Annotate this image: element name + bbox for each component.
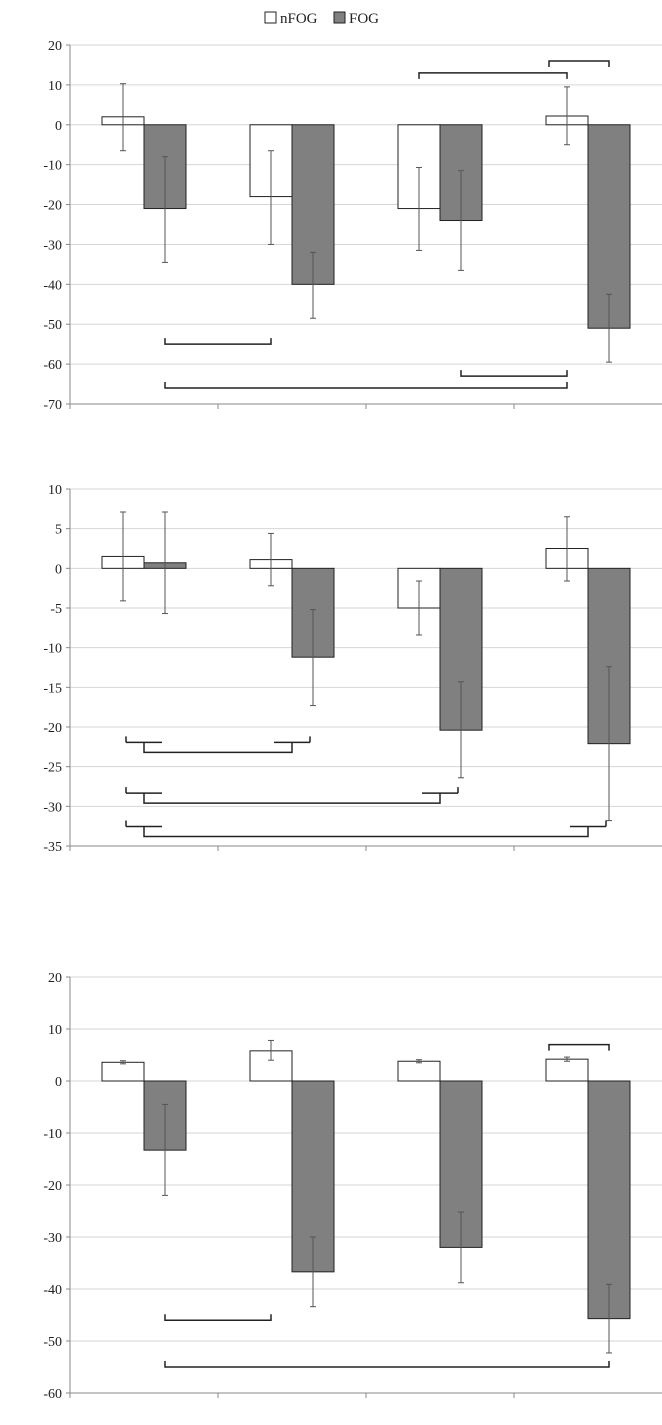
bracket-line	[164, 1361, 610, 1368]
bracket-line	[126, 741, 310, 754]
legend-label-nfog: nFOG	[280, 11, 318, 27]
y-tick-label: -25	[43, 761, 62, 776]
y-tick-label: -35	[43, 840, 62, 855]
significance-bracket	[125, 820, 607, 838]
bracket-line	[164, 338, 272, 345]
error-bar	[310, 1236, 316, 1308]
error-bar	[458, 1211, 464, 1284]
error-bar	[268, 1039, 274, 1061]
y-tick-label: -30	[43, 238, 62, 253]
y-tick-label: -15	[43, 681, 62, 696]
significance-bracket	[125, 736, 311, 754]
error-bar	[268, 532, 274, 587]
y-tick-label: 10	[48, 79, 62, 94]
error-bar	[564, 86, 570, 146]
significance-bracket	[164, 338, 272, 345]
error-bar	[310, 609, 316, 707]
error-bar	[606, 666, 612, 822]
y-tick-label: 0	[55, 1075, 62, 1090]
error-bar	[120, 83, 126, 152]
legend-swatch-fog	[333, 11, 346, 24]
error-bar	[120, 1060, 126, 1065]
y-tick-label: -10	[43, 1127, 62, 1142]
error-bar	[564, 1056, 570, 1062]
chart-panel-b: 10 5 0 -5 -10 -15 -20 -25 -30 -35	[43, 483, 662, 855]
y-tick-label: -20	[43, 1179, 62, 1194]
y-tick-label: -50	[43, 318, 62, 333]
y-tick-label: -40	[43, 1283, 62, 1298]
error-bar	[416, 166, 422, 251]
y-tick-label: -20	[43, 199, 62, 214]
bar-fog	[439, 1080, 483, 1248]
y-tick-label: 20	[48, 971, 62, 986]
bracket-line	[460, 370, 568, 377]
y-tick-label: -10	[43, 159, 62, 174]
y-tick-label: 10	[48, 483, 62, 498]
y-tick-label: 5	[55, 523, 62, 538]
error-bar	[606, 1283, 612, 1354]
y-tick-label: -50	[43, 1335, 62, 1350]
bracket-line	[418, 72, 568, 79]
error-bar	[564, 516, 570, 582]
y-tick-label: -30	[43, 1231, 62, 1246]
significance-bracket	[164, 1361, 610, 1368]
error-bar	[120, 511, 126, 602]
significance-bracket	[460, 370, 568, 377]
bracket-end	[125, 787, 459, 794]
error-bar	[606, 293, 612, 363]
significance-bracket	[164, 1314, 272, 1321]
error-bar	[458, 170, 464, 271]
error-bar	[162, 156, 168, 263]
error-bar	[268, 150, 274, 245]
bracket-end	[125, 736, 311, 743]
significance-bracket	[125, 787, 459, 804]
bracket-line	[548, 1043, 610, 1051]
bracket-end	[125, 820, 607, 827]
y-tick-label: 0	[55, 119, 62, 134]
legend-label-fog: FOG	[349, 11, 379, 27]
bar-nfog	[249, 1050, 293, 1082]
bracket-line	[164, 382, 568, 389]
y-tick-label: -30	[43, 800, 62, 815]
y-tick-label: -60	[43, 1387, 62, 1402]
error-bar	[162, 511, 168, 615]
bar-nfog	[101, 1061, 145, 1082]
y-tick-label: -5	[50, 602, 62, 617]
significance-bracket	[548, 1043, 610, 1051]
bracket-line	[126, 825, 606, 838]
bracket-line	[126, 792, 458, 804]
y-tick-label: -60	[43, 358, 62, 373]
y-tick-label: -40	[43, 278, 62, 293]
legend-swatch-nfog	[264, 11, 277, 24]
significance-bracket	[164, 382, 568, 389]
legend: nFOG FOG	[264, 11, 379, 27]
bar-fog	[587, 1080, 631, 1320]
error-bar	[310, 251, 316, 319]
error-bar	[458, 681, 464, 779]
y-tick-label: 10	[48, 1023, 62, 1038]
y-tick-label: 0	[55, 562, 62, 577]
y-tick-label: -70	[43, 398, 62, 413]
chart-panel-a: 20 10 0 -10 -20 -30 -40 -50 -60 -70	[43, 39, 662, 413]
bracket-line	[548, 60, 610, 67]
error-bar	[416, 580, 422, 636]
y-tick-label: -10	[43, 642, 62, 657]
y-tick-label: -20	[43, 721, 62, 736]
error-bar	[162, 1103, 168, 1196]
significance-bracket	[548, 60, 610, 67]
bar-nfog	[397, 1060, 441, 1082]
bar-nfog	[545, 1058, 589, 1082]
bracket-line	[164, 1314, 272, 1321]
significance-bracket	[418, 72, 568, 79]
error-bar	[416, 1059, 422, 1064]
chart-panel-c: 20 10 0 -10 -20 -30 -40 -50 -60	[43, 971, 662, 1402]
y-tick-label: 20	[48, 39, 62, 54]
